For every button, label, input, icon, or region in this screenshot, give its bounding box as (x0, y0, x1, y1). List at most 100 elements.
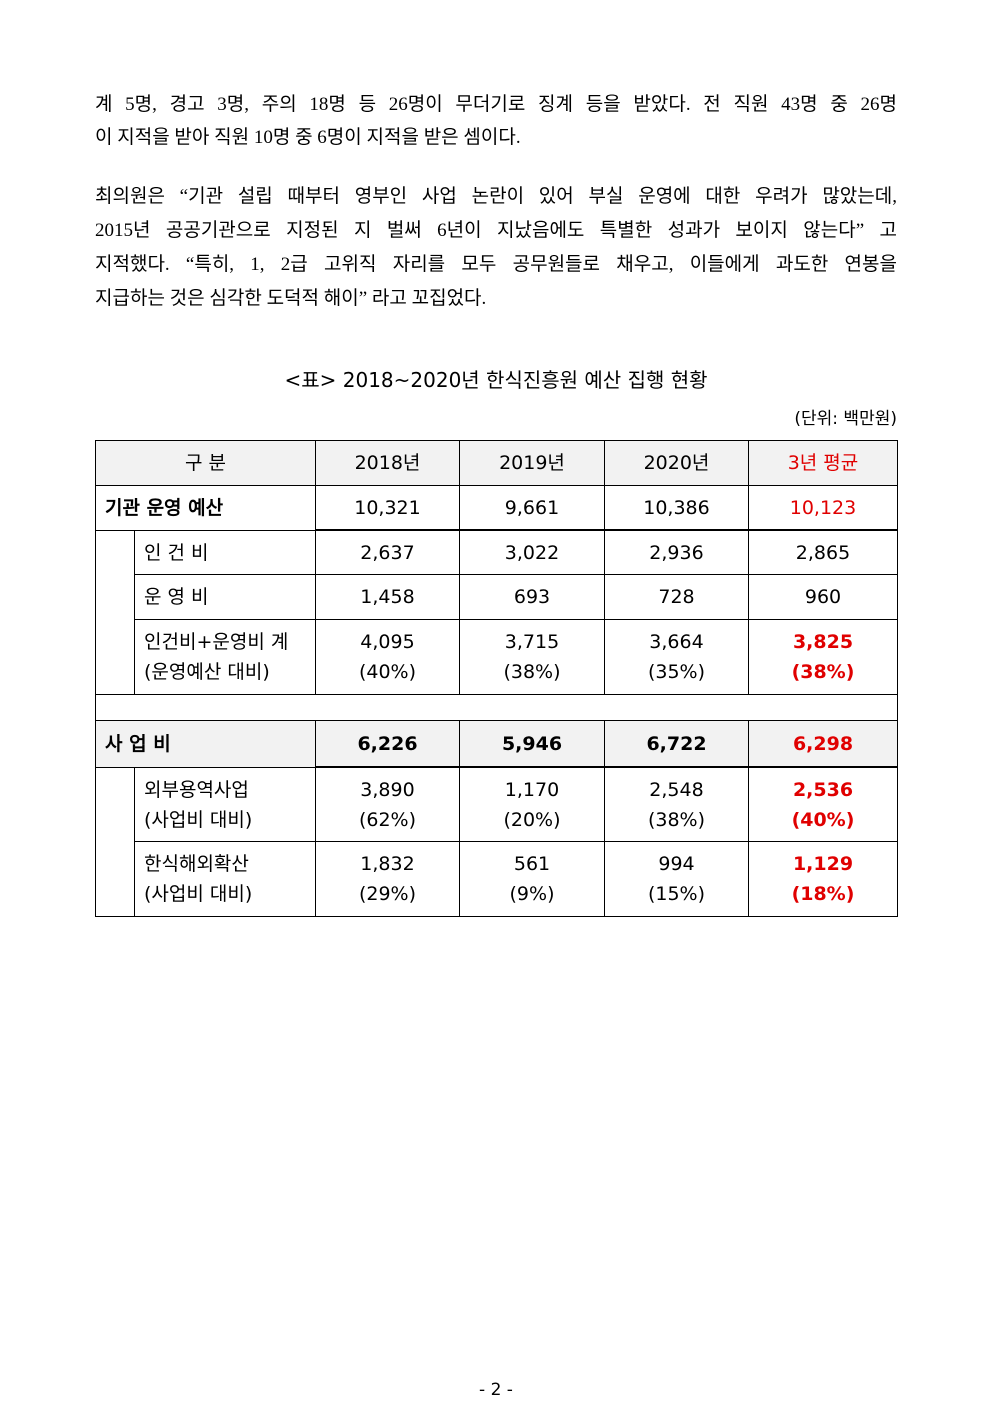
value-text: (40%) (358, 661, 417, 683)
value-text: 994 (658, 853, 695, 875)
paragraph: 계 5명, 경고 3명, 주의 18명 등 26명이 무더기로 징계 등을 받았… (95, 88, 897, 154)
value-text: (38%) (647, 808, 706, 831)
text-line: 지급하는 것은 심각한 도덕적 해이” 라고 꼬집었다. (95, 288, 487, 309)
value-cell: 4,095 (40%) (316, 620, 460, 695)
value-cell: 1,832 (29%) (316, 842, 460, 917)
table-caption: <표> 2018~2020년 한식진흥원 예산 집행 현황 (284, 368, 708, 392)
row-label-cell: 사 업 비 (96, 721, 316, 767)
value-cell: 994 (15%) (605, 842, 749, 917)
row-label: 인건비+운영비 계 (144, 631, 289, 653)
value-text: 6,722 (646, 732, 707, 755)
value-text: 1,458 (360, 586, 415, 608)
value-cell: 9,661 (460, 486, 605, 530)
header-cell: 3년 평균 (749, 441, 898, 486)
value-cell: 693 (460, 575, 605, 620)
value-text: 3,022 (504, 541, 560, 564)
row-label: 한식해외확산 (144, 853, 249, 875)
paragraph: 최의원은 “기관 설립 때부터 영부인 사업 논란이 있어 부실 운영에 대한 … (95, 180, 897, 315)
value-text: 3,664 (649, 631, 704, 653)
value-text: (38%) (503, 661, 561, 683)
indent-cell (96, 767, 135, 917)
indent-cell (96, 530, 135, 695)
row-label: (운영예산 대비) (144, 661, 270, 683)
value-text: 2,637 (360, 541, 415, 564)
value-text: 728 (658, 586, 695, 608)
value-cell: 3,022 (460, 530, 605, 575)
value-cell: 10,386 (605, 486, 749, 530)
row-label-cell: 인 건 비 (135, 530, 316, 575)
value-cell: 3,825 (38%) (749, 620, 898, 695)
row-label-cell: 인건비+운영비 계 (운영예산 대비) (135, 620, 316, 695)
row-label: (사업비 대비) (144, 808, 253, 831)
value-cell: 3,890 (62%) (316, 767, 460, 842)
value-cell: 1,129 (18%) (749, 842, 898, 917)
value-text: 3,825 (792, 631, 854, 653)
value-cell: 2,936 (605, 530, 749, 575)
value-cell: 6,722 (605, 721, 749, 767)
value-cell: 1,458 (316, 575, 460, 620)
header-text: 2020년 (643, 452, 710, 474)
text-line: 계 5명, 경고 3명, 주의 18명 등 26명이 무더기로 징계 등을 받았… (95, 94, 897, 115)
value-text: 6,298 (792, 732, 854, 755)
value-text: (15%) (647, 883, 706, 905)
text-line: 최의원은 “기관 설립 때부터 영부인 사업 논란이 있어 부실 운영에 대한 … (95, 186, 897, 207)
value-text: (9%) (509, 883, 555, 905)
value-text: 10,123 (789, 496, 857, 519)
value-cell: 2,548 (38%) (605, 767, 749, 842)
page-number: - 2 - (479, 1380, 513, 1400)
unit-label: (단위: 백만원) (794, 409, 897, 429)
row-label: 기관 운영 예산 (105, 497, 224, 519)
row-label-cell: 한식해외확산 (사업비 대비) (135, 842, 316, 917)
value-cell: 960 (749, 575, 898, 620)
budget-table: 구 분 2018년 2019년 2020년 3년 평균 기관 운영 예산 10,3… (95, 440, 898, 917)
value-cell: 3,664 (35%) (605, 620, 749, 695)
value-text: (38%) (791, 661, 855, 683)
header-cell: 2019년 (460, 441, 605, 486)
value-text: 2,548 (649, 778, 704, 801)
value-text: 10,321 (354, 496, 421, 519)
value-cell: 5,946 (460, 721, 605, 767)
value-cell: 728 (605, 575, 749, 620)
value-cell: 10,321 (316, 486, 460, 530)
value-cell: 2,637 (316, 530, 460, 575)
header-text: 2018년 (354, 452, 421, 474)
header-cell: 2020년 (605, 441, 749, 486)
row-label: 운 영 비 (144, 586, 209, 608)
value-text: 1,170 (504, 778, 560, 801)
value-cell: 6,298 (749, 721, 898, 767)
value-text: 2,936 (649, 541, 704, 564)
value-text: (29%) (358, 883, 417, 905)
row-label: 외부용역사업 (144, 778, 249, 801)
value-text: (18%) (791, 883, 855, 905)
value-text: 5,946 (501, 732, 563, 755)
value-cell: 561 (9%) (460, 842, 605, 917)
text-line: 2015년 공공기관으로 지정된 지 벌써 6년이 지났음에도 특별한 성과가 … (95, 220, 897, 241)
value-text: 2,536 (792, 778, 854, 801)
header-text: 구 분 (185, 452, 226, 474)
row-label-cell: 운 영 비 (135, 575, 316, 620)
value-text: 1,832 (360, 853, 415, 875)
text-line: 이 지적을 받아 직원 10명 중 6명이 지적을 받은 셈이다. (95, 127, 521, 148)
value-text: 3,890 (360, 778, 415, 801)
value-text: 1,129 (792, 853, 854, 875)
value-cell: 1,170 (20%) (460, 767, 605, 842)
row-label-cell: 외부용역사업 (사업비 대비) (135, 767, 316, 842)
value-text: (62%) (358, 808, 417, 831)
value-text: 10,386 (643, 496, 710, 519)
header-cell: 구 분 (96, 441, 316, 486)
spacer-cell (96, 695, 898, 721)
value-text: 9,661 (504, 496, 560, 519)
value-text: 960 (804, 586, 842, 608)
value-text: (40%) (791, 808, 855, 831)
value-text: 4,095 (360, 631, 415, 653)
value-cell: 3,715 (38%) (460, 620, 605, 695)
header-cell: 2018년 (316, 441, 460, 486)
row-label-cell: 기관 운영 예산 (96, 486, 316, 530)
value-text: 561 (513, 853, 551, 875)
value-text: (20%) (503, 808, 561, 831)
header-text: 3년 평균 (787, 452, 859, 474)
row-label: 인 건 비 (144, 541, 209, 564)
value-text: 2,865 (795, 541, 851, 564)
value-cell: 2,536 (40%) (749, 767, 898, 842)
